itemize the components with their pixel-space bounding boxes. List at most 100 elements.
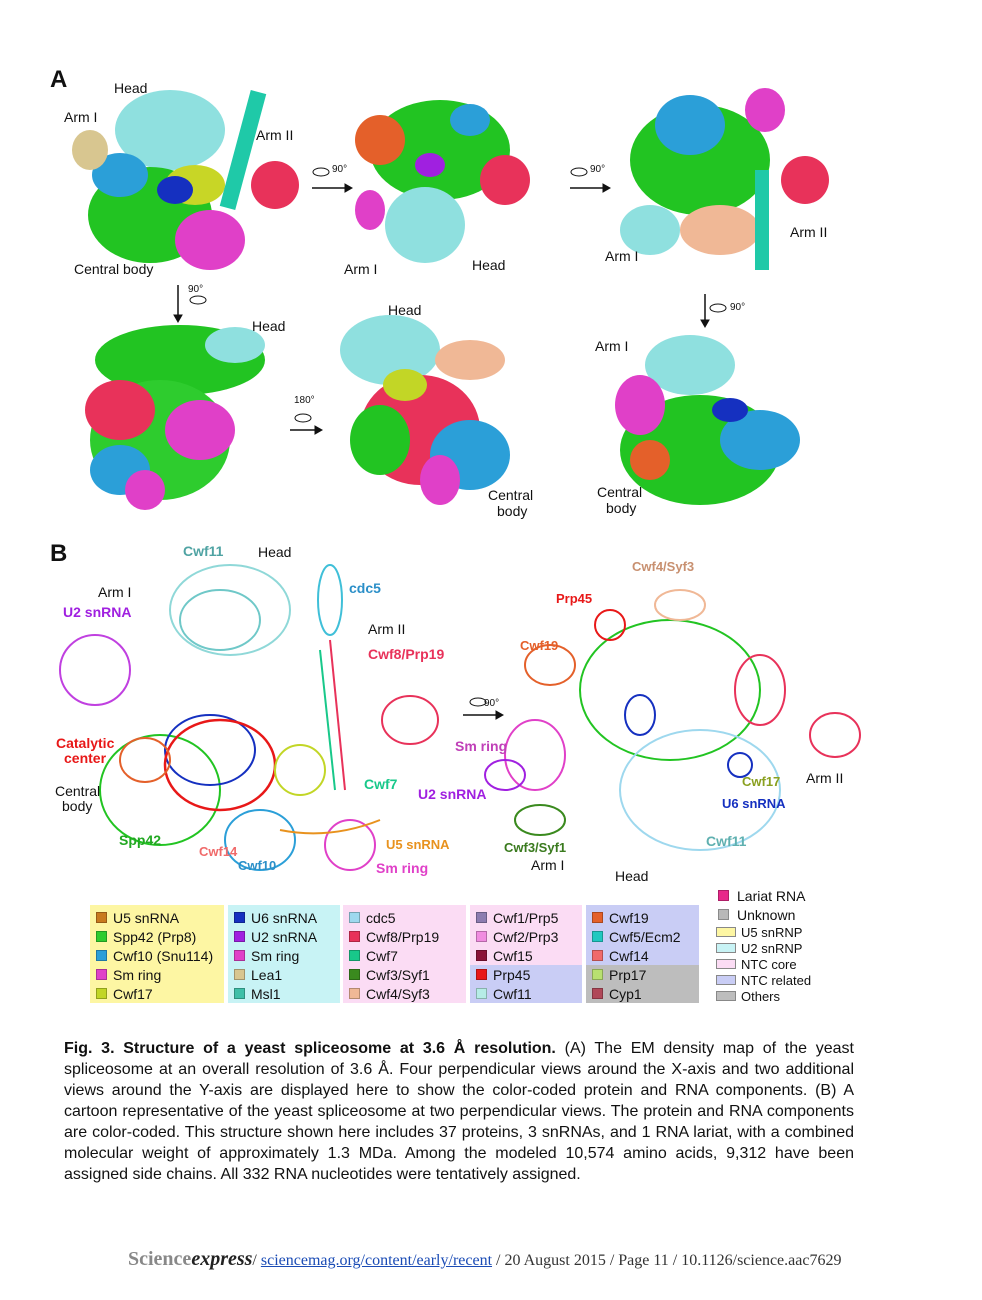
label-arm1-b-left: Arm I — [98, 584, 132, 600]
panel-b-cartoon-models — [59, 564, 861, 871]
density-view-3 — [620, 88, 829, 270]
legend-swatch — [476, 912, 487, 923]
legend-label: Cwf19 — [609, 909, 649, 926]
legend-swatch — [234, 969, 245, 980]
legend-column: Cwf19 Cwf5/Ecm2 Cwf14 Prp17 Cyp1 — [586, 905, 699, 1003]
legend-swatch — [349, 912, 360, 923]
label-u6-snrna: U6 snRNA — [722, 796, 786, 811]
legend-label: Cwf14 — [609, 947, 649, 964]
legend-item: Cwf1/Prp5 — [476, 908, 582, 927]
caption-title: Fig. 3. Structure of a yeast spliceosome… — [64, 1040, 556, 1057]
legend-swatch — [234, 912, 245, 923]
label-arm1-v2: Arm I — [344, 261, 378, 277]
legend-item: cdc5 — [349, 908, 466, 927]
legend-swatch — [96, 931, 107, 942]
label-cwf14: Cwf14 — [199, 844, 238, 859]
legend-swatch — [476, 988, 487, 999]
legend-swatch — [349, 969, 360, 980]
panel-a-letter: A — [50, 66, 68, 93]
rotation-arrows — [173, 167, 727, 435]
legend-swatch — [96, 988, 107, 999]
legend-key-item: Lariat RNA — [716, 886, 811, 905]
legend-label: Cyp1 — [609, 985, 642, 1002]
legend-key-swatch — [716, 927, 736, 937]
legend-label: U6 snRNA — [251, 909, 318, 926]
label-prp45: Prp45 — [556, 591, 593, 606]
caption-text: (A) The EM density map of the yeast spli… — [64, 1040, 855, 1183]
label-arm2-v1: Arm II — [256, 127, 294, 143]
label-catalytic: Catalytic — [56, 735, 115, 751]
density-view-2 — [355, 100, 530, 263]
legend-swatch — [476, 931, 487, 942]
legend-label: Lea1 — [251, 966, 283, 983]
legend-label: Cwf1/Prp5 — [493, 909, 559, 926]
legend-item: Prp45 — [470, 965, 582, 984]
legend-swatch — [234, 988, 245, 999]
label-cwf19: Cwf19 — [520, 638, 559, 653]
figure-caption: Fig. 3. Structure of a yeast spliceosome… — [64, 1038, 854, 1185]
label-arm1-v1: Arm I — [64, 109, 98, 125]
legend-swatch — [592, 931, 603, 942]
rotation-label-1: 90° — [332, 164, 348, 175]
label-cwf11-right: Cwf11 — [706, 833, 747, 849]
legend-key-label: U5 snRNP — [741, 924, 803, 940]
footer-rest: / 20 August 2015 / Page 11 / 10.1126/sci… — [492, 1252, 842, 1269]
legend-item: Cwf11 — [470, 984, 582, 1003]
legend-label: Msl1 — [251, 985, 281, 1002]
legend-item: Cwf14 — [592, 946, 699, 965]
rotation-label-b: 90° — [484, 698, 500, 709]
legend-swatch — [592, 950, 603, 961]
legend-label: Cwf8/Prp19 — [366, 928, 440, 945]
legend-key-swatch — [716, 975, 736, 985]
legend-item: Cwf19 — [592, 908, 699, 927]
legend-swatch — [476, 950, 487, 961]
legend-column: U6 snRNA U2 snRNA Sm ring Lea1 Msl1 — [228, 905, 340, 1003]
legend-column: Cwf1/Prp5 Cwf2/Prp3 Cwf15 Prp45 Cwf11 — [470, 905, 582, 1003]
legend-column: U5 snRNA Spp42 (Prp8) Cwf10 (Snu114) Sm rin… — [90, 905, 224, 1003]
rotation-label-2: 90° — [590, 164, 606, 175]
legend-label: Prp45 — [493, 966, 531, 983]
label-head-b-right: Head — [615, 868, 649, 884]
legend-label: Cwf11 — [493, 985, 532, 1002]
label-arm2-b-left: Arm II — [368, 621, 406, 637]
footer-sep: / — [252, 1252, 261, 1269]
legend-label: cdc5 — [366, 909, 396, 926]
page-footer: Scienceexpress/ sciencemag.org/content/e… — [128, 1248, 841, 1271]
legend-label: Spp42 (Prp8) — [113, 928, 197, 945]
footer-link[interactable]: sciencemag.org/content/early/recent — [260, 1252, 493, 1269]
rotation-label-5: 90° — [730, 302, 746, 313]
rotation-label-3: 90° — [188, 284, 204, 295]
legend-key-item: U2 snRNP — [716, 940, 811, 956]
legend-column: cdc5 Cwf8/Prp19 Cwf7 Cwf3/Syf1 Cwf4/Syf3 — [343, 905, 466, 1003]
label-central-v6: Central — [597, 484, 643, 500]
legend-key-label: U2 snRNP — [741, 940, 803, 956]
legend-label: Cwf5/Ecm2 — [609, 928, 681, 945]
footer-science: Science — [128, 1248, 192, 1270]
label-sm-ring-right: Sm ring — [455, 738, 508, 754]
label-sm-ring-left: Sm ring — [376, 860, 429, 876]
legend-item: Cwf8/Prp19 — [349, 927, 466, 946]
label-cwf17: Cwf17 — [742, 774, 781, 789]
legend-key-item: Unknown — [716, 905, 811, 924]
label-central-body-v1: Central body — [74, 261, 154, 277]
legend-swatch — [96, 912, 107, 923]
label-arm1-b-right: Arm I — [531, 857, 565, 873]
legend-item: Cwf7 — [349, 946, 466, 965]
legend-key-swatch — [716, 991, 736, 1001]
legend-item: Cwf3/Syf1 — [349, 965, 466, 984]
label-central-b: Central — [55, 783, 101, 799]
legend-label: U5 snRNA — [113, 909, 180, 926]
legend-swatch — [234, 950, 245, 961]
label-cwf7: Cwf7 — [364, 776, 398, 792]
label-cdc5: cdc5 — [349, 580, 381, 596]
legend-label: Cwf17 — [113, 985, 153, 1002]
legend-item: U5 snRNA — [96, 908, 224, 927]
label-arm1-v6: Arm I — [595, 338, 629, 354]
density-view-1 — [72, 89, 299, 270]
legend-item: Cyp1 — [586, 984, 699, 1003]
legend-item: Cwf5/Ecm2 — [592, 927, 699, 946]
legend-swatch — [349, 950, 360, 961]
legend-key-label: NTC related — [741, 972, 812, 988]
label-cwf11-top: Cwf11 — [183, 543, 224, 559]
legend-key-label: NTC core — [741, 956, 797, 972]
